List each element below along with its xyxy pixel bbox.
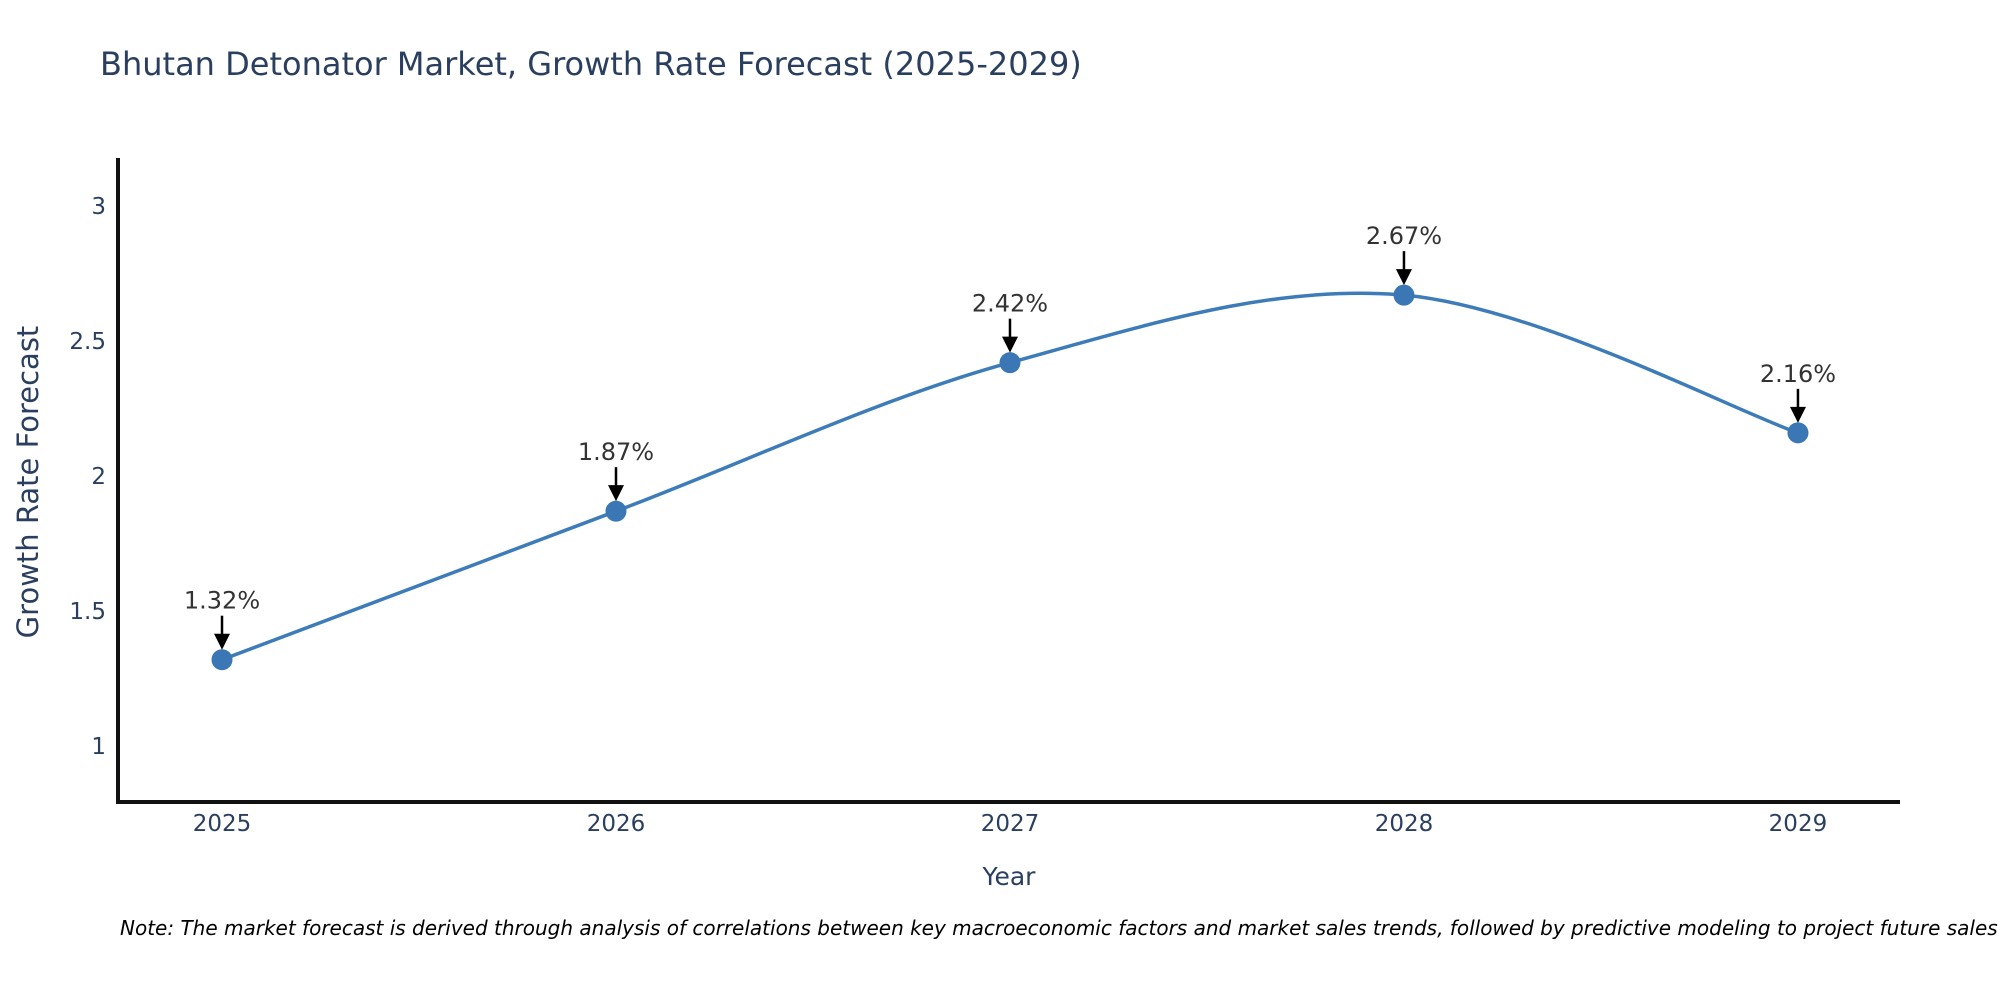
y-tick-label: 1 [91,734,106,760]
x-axis-title: Year [982,862,1036,891]
annotation-arrowhead [1395,269,1412,286]
y-tick-label: 2.5 [69,329,106,355]
data-point-2028[interactable] [1393,284,1415,306]
annotation-label: 1.87% [578,438,654,466]
chart-title: Bhutan Detonator Market, Growth Rate For… [100,45,1082,83]
x-tick-label: 2028 [1375,811,1434,837]
data-point-2025[interactable] [211,649,233,671]
annotation-label: 2.67% [1366,222,1442,250]
x-tick-label: 2027 [981,811,1040,837]
x-tick-label: 2029 [1769,811,1828,837]
footnote: Note: The market forecast is derived thr… [120,916,1998,940]
y-tick-label: 3 [91,194,106,220]
data-point-2029[interactable] [1787,422,1809,444]
annotation-label: 1.32% [184,587,260,615]
x-tick-label: 2026 [587,811,646,837]
y-tick-label: 1.5 [69,599,106,625]
data-point-2026[interactable] [605,500,627,522]
x-tick-label: 2025 [193,811,252,837]
y-tick-label: 2 [91,464,106,490]
annotation-arrowhead [1001,336,1018,353]
annotation-label: 2.16% [1760,360,1836,388]
data-point-2027[interactable] [999,352,1021,374]
annotation-arrowhead [607,485,624,502]
annotation-arrowhead [1789,406,1806,423]
annotation-arrowhead [214,633,231,650]
annotation-label: 2.42% [972,290,1048,318]
